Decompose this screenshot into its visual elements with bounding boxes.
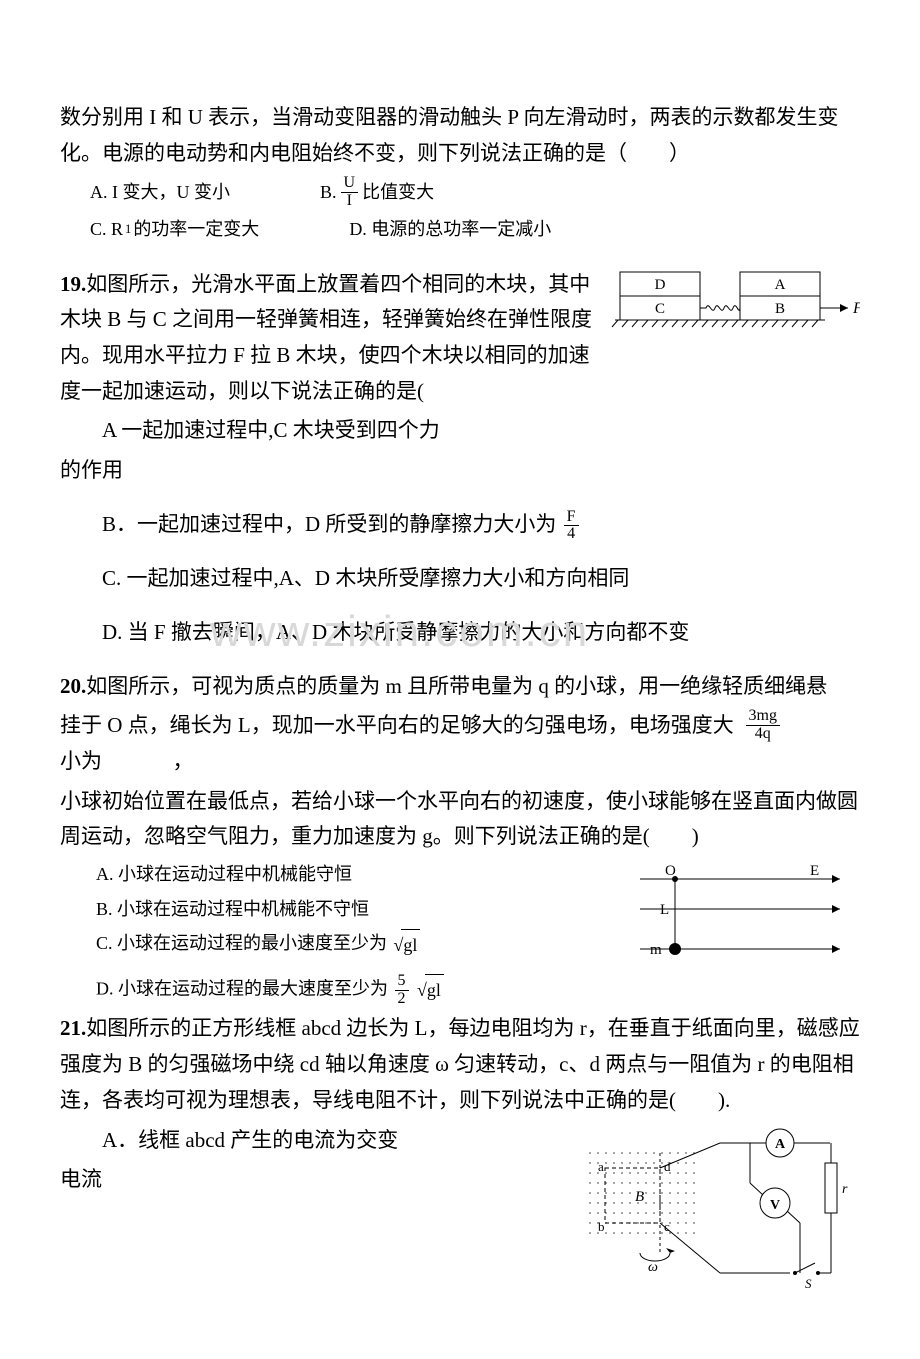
q20-frac-num: 3mg: [746, 708, 780, 726]
fig21-B: B: [635, 1189, 644, 1205]
q18-C: C. R1的功率一定变大: [90, 214, 259, 245]
q20-frac: 3mg 4q: [746, 708, 780, 743]
fig21-S: S: [805, 1276, 812, 1291]
q19-D: D. 当 F 撤去瞬间，A、D 木块所受静摩擦力的大小和方向都不变: [60, 615, 860, 651]
q20: 20.如图所示，可视为质点的质量为 m 且所带电量为 q 的小球，用一绝缘轻质细…: [60, 669, 860, 1012]
fig19-F: F: [852, 300, 860, 317]
q19-B-pre: B．一起加速过程中，D 所受到的静摩擦力大小为: [102, 512, 556, 536]
fig19-D: D: [655, 277, 666, 293]
q18-B-num: U: [341, 175, 359, 193]
q20-stem3: 小球初始位置在最低点，若给小球一个水平向右的初速度，使小球能够在竖直面内做圆周运…: [60, 784, 860, 855]
q18-C-sub: 1: [125, 219, 131, 240]
q20-C-pre: C. 小球在运动过程的最小速度至少为: [96, 933, 387, 953]
q20-stem2: 3mg 4q 挂于 O 点，绳长为 L，现加一水平向右的足够大的匀强电场，电场强…: [60, 708, 860, 779]
q19: D A C B F 19.如图所示，光滑水平面上放置着四个相同的木: [60, 267, 860, 651]
q20-num: 20.: [60, 674, 86, 698]
q20-D: D. 小球在运动过程的最大速度至少为 5 2 gl: [60, 973, 860, 1008]
q20-C-sqrt: gl: [392, 929, 421, 961]
q20-D-pre: D. 小球在运动过程的最大速度至少为: [96, 978, 388, 998]
q18-stem: 数分别用 I 和 U 表示，当滑动变阻器的滑动触头 P 向左滑动时，两表的示数都…: [60, 100, 860, 171]
q19-B-num: F: [564, 509, 579, 527]
q19-C: C. 一起加速过程中,A、D 木块所受摩擦力大小和方向相同: [60, 561, 860, 597]
q19-A: A 一起加速过程中,C 木块受到四个力: [60, 413, 860, 449]
q21-A-pre: A．线框 abcd 产生的电流为交变: [102, 1128, 398, 1152]
q20-C-rad: gl: [401, 929, 420, 961]
q19-num: 19.: [60, 272, 86, 296]
q18-C-post: 的功率一定变大: [133, 214, 259, 245]
fig20-m: m: [650, 942, 662, 958]
spacer: [60, 249, 860, 267]
q20-D-sqrt: gl: [415, 974, 444, 1006]
fig21-A: A: [775, 1137, 786, 1152]
q18-B-den: I: [341, 193, 359, 210]
q20-D-den: 2: [395, 991, 409, 1008]
q19-B-frac: F 4: [564, 509, 579, 544]
q20-figure: O E L m: [620, 859, 860, 969]
q21-stem-text: 如图所示的正方形线框 abcd 边长为 L，每边电阻均为 r，在垂直于纸面向里，…: [60, 1016, 860, 1111]
q18-row1: A. I 变大，U 变小 B. U I 比值变大: [90, 175, 860, 210]
q20-stem1: 20.如图所示，可视为质点的质量为 m 且所带电量为 q 的小球，用一绝缘轻质细…: [60, 669, 860, 705]
q18-B-frac: U I: [341, 175, 359, 210]
fig21-b: b: [598, 1219, 605, 1234]
q20-D-num: 5: [395, 973, 409, 991]
fig21-d: d: [664, 1159, 671, 1174]
q18-C-pre: C. R: [90, 214, 123, 245]
fig21-a: a: [598, 1159, 604, 1174]
q18-B-post: 比值变大: [362, 177, 434, 208]
q21: 21.如图所示的正方形线框 abcd 边长为 L，每边电阻均为 r，在垂直于纸面…: [60, 1011, 860, 1298]
q20-stem2b: ，: [173, 749, 194, 773]
q21-figure: a d b c B ω A: [580, 1123, 860, 1293]
fig21-V: V: [770, 1198, 780, 1213]
fig19-C: C: [655, 301, 665, 317]
q18-D: D. 电源的总功率一定减小: [349, 214, 551, 245]
q19-figure: D A C B F: [610, 267, 860, 337]
q19-B-den: 4: [564, 526, 579, 543]
fig21-r: r: [842, 1182, 848, 1197]
fig19-A: A: [775, 277, 786, 293]
q18-B-pre: B.: [320, 177, 337, 208]
q19-A-post: 的作用: [60, 453, 860, 489]
q21-stem: 21.如图所示的正方形线框 abcd 边长为 L，每边电阻均为 r，在垂直于纸面…: [60, 1011, 860, 1118]
q19-A-pre: A 一起加速过程中,C 木块受到四个力: [102, 418, 440, 442]
q20-frac-den: 4q: [746, 726, 780, 743]
q18-row2: C. R1的功率一定变大 D. 电源的总功率一定减小: [90, 214, 860, 245]
fig20-E: E: [810, 863, 819, 879]
q20-D-frac: 5 2: [395, 973, 409, 1008]
q19-B: B．一起加速过程中，D 所受到的静摩擦力大小为 F 4: [60, 507, 860, 543]
page: www.zixin.com.cn 数分别用 I 和 U 表示，当滑动变阻器的滑动…: [0, 0, 920, 1359]
fig19-B: B: [775, 301, 785, 317]
q18-A: A. I 变大，U 变小: [90, 175, 230, 210]
fig20-L: L: [660, 902, 669, 918]
q20-stem2a: 挂于 O 点，绳长为 L，现加一水平向右的足够大的匀强电场，电场强度大小为: [60, 713, 734, 773]
fig21-omega: ω: [648, 1260, 658, 1275]
fig20-O: O: [665, 863, 676, 879]
q18-B: B. U I 比值变大: [320, 175, 434, 210]
q21-num: 21.: [60, 1016, 86, 1040]
q20-stem1-text: 如图所示，可视为质点的质量为 m 且所带电量为 q 的小球，用一绝缘轻质细绳悬: [86, 674, 827, 698]
q19-stem-text: 如图所示，光滑水平面上放置着四个相同的木块，其中木块 B 与 C 之间用一轻弹簧…: [60, 272, 592, 403]
q20-D-rad: gl: [425, 974, 444, 1006]
